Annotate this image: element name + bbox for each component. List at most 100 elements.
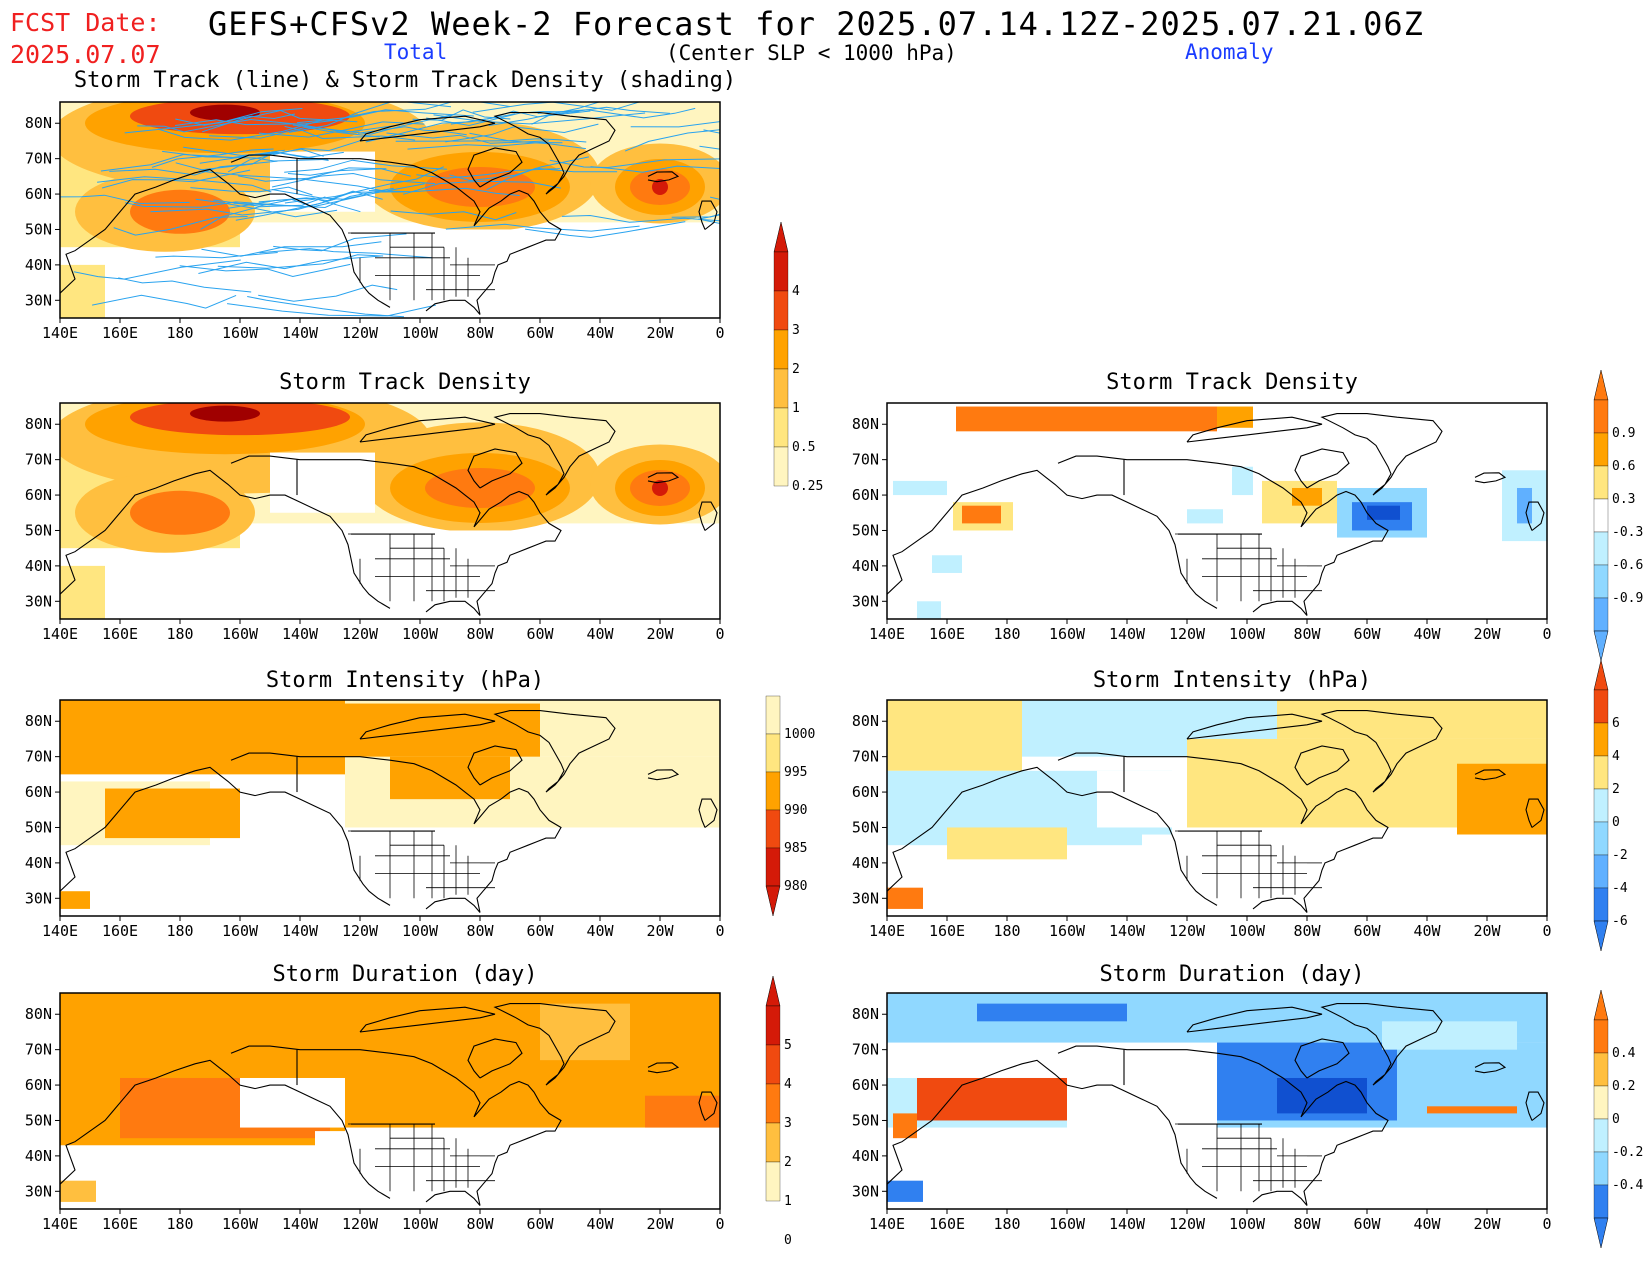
colorbar-segment	[1593, 755, 1609, 790]
lon-tick-label: 100W	[1229, 922, 1266, 940]
forecast-date-label: FCST Date:	[10, 8, 161, 37]
lon-tick-label: 80W	[466, 324, 494, 342]
lat-tick-label: 50N	[852, 818, 879, 836]
map-outlines	[59, 112, 718, 315]
map-frame	[59, 101, 721, 319]
greenland-coastline	[493, 112, 616, 195]
colorbar-segment	[773, 446, 789, 487]
lat-tick-label: 50N	[852, 521, 879, 539]
colorbar-segment	[1593, 1184, 1609, 1219]
lat-tick-label: 70N	[25, 748, 52, 766]
greenland-coastline	[1320, 413, 1443, 496]
colorbar-arrow-top	[765, 975, 781, 1007]
no-data-area	[1142, 1131, 1547, 1209]
duration-total-map: 140E 160E 180 160W 140W 120W 100W 80W 60W 40W 20W 0…	[25, 992, 725, 1233]
anomaly-positive	[1427, 1106, 1517, 1114]
colorbar-segment	[1593, 597, 1609, 632]
lon-tick-label: 160E	[102, 324, 138, 342]
colorbar-tick-label: -0.3	[1612, 525, 1643, 540]
lat-tick-label: 30N	[852, 592, 879, 610]
europe-coastline	[698, 501, 718, 531]
colorbar-segment	[773, 368, 789, 409]
lon-tick-label: 80W	[1293, 1215, 1321, 1233]
map-frame	[59, 402, 721, 620]
colorbar-tick-label: 0.9	[1612, 426, 1635, 441]
europe-coastline	[698, 200, 718, 230]
lon-tick-label: 100W	[402, 324, 439, 342]
duration-band	[60, 1180, 96, 1202]
colorbar-tick-label: 990	[784, 803, 807, 818]
track-total-map: 140E 160E 180 160W 140W 120W 100W 80W 60W 40W 20W 0…	[25, 101, 725, 342]
storm-track	[198, 255, 381, 274]
lat-tick-label: 30N	[25, 291, 52, 309]
colorbar-arrow-bottom	[1593, 920, 1609, 952]
colorbar-tick-label: 0	[1612, 815, 1620, 830]
storm-track	[235, 191, 405, 221]
north-america-coastline	[1057, 455, 1389, 616]
lon-tick-label: 180	[993, 922, 1020, 940]
duration-anomaly-colorbar: 0.4 0.2 0 -0.2 -0.4	[1593, 989, 1643, 1249]
intensity-anomaly-colorbar: 6 4 2 0 -2 -4 -6	[1593, 659, 1628, 952]
panel-title-duration-anomaly: Storm Duration (day)	[1099, 962, 1365, 987]
lon-tick-label: 140W	[1109, 1215, 1146, 1233]
colorbar-tick-label: -6	[1612, 914, 1628, 929]
lon-tick-label: 100W	[402, 625, 439, 643]
colorbar-tick-label: 1	[784, 1194, 792, 1209]
iceland-coastline	[647, 171, 680, 183]
lat-tick-label: 80N	[25, 415, 52, 433]
lon-tick-label: 0	[1542, 625, 1551, 643]
lon-tick-label: 140W	[282, 1215, 319, 1233]
storm-track	[537, 107, 696, 119]
storm-track	[273, 233, 407, 252]
storm-track	[709, 196, 720, 200]
lat-tick-label: 80N	[852, 712, 879, 730]
storm-track	[296, 109, 474, 124]
map-frame	[59, 992, 721, 1210]
north-america-coastline	[1057, 752, 1389, 913]
lon-tick-label: 60W	[526, 324, 554, 342]
storm-track	[190, 186, 313, 196]
lat-tick-label: 60N	[25, 486, 52, 504]
colorbar-segment	[765, 733, 781, 773]
lon-tick-label: 160E	[102, 1215, 138, 1233]
storm-track	[292, 113, 455, 135]
lon-tick-label: 20W	[1473, 922, 1501, 940]
greenland-coastline	[1320, 710, 1443, 793]
anomaly-positive	[962, 505, 1001, 524]
baffin-island-coastline	[1294, 745, 1350, 786]
colorbar-segment	[765, 771, 781, 811]
lon-tick-label: 0	[1542, 922, 1551, 940]
lat-tick-label: 40N	[852, 854, 879, 872]
intensity-band	[540, 700, 720, 739]
arctic-islands-coastline	[359, 416, 496, 443]
colorbar-tick-label: 2	[1612, 782, 1620, 797]
europe-coastline	[1525, 1091, 1545, 1121]
lon-tick-label: 140E	[869, 922, 905, 940]
anomaly-column-label: Anomaly	[1185, 40, 1274, 64]
density-total-colorbar: 4 3 2 1 0.5 0.25	[773, 221, 823, 494]
lon-tick-label: 60W	[526, 922, 554, 940]
lon-tick-label: 140W	[1109, 922, 1146, 940]
lon-tick-label: 140W	[282, 625, 319, 643]
map-outlines	[59, 710, 718, 913]
colorbar-arrow-bottom	[1593, 1217, 1609, 1249]
north-pacific-coastline	[886, 1059, 1218, 1199]
lon-tick-label: 120W	[1169, 625, 1206, 643]
north-america-coastline	[230, 1045, 562, 1206]
arctic-islands-coastline	[359, 115, 496, 142]
storm-track	[403, 180, 561, 195]
lon-tick-label: 80W	[466, 1215, 494, 1233]
data-field	[893, 406, 1547, 619]
colorbar-tick-label: -0.2	[1612, 1145, 1643, 1160]
greenland-coastline	[1320, 1003, 1443, 1086]
storm-track	[238, 167, 387, 182]
lon-tick-label: 20W	[1473, 1215, 1501, 1233]
storm-track	[433, 112, 646, 125]
storm-track	[258, 121, 425, 138]
colorbar-segment	[765, 809, 781, 849]
no-data-area	[1097, 1049, 1187, 1114]
lon-tick-label: 100W	[402, 922, 439, 940]
density-band	[60, 264, 105, 318]
colorbar-arrow-top	[773, 221, 789, 253]
colorbar-segment	[773, 251, 789, 292]
